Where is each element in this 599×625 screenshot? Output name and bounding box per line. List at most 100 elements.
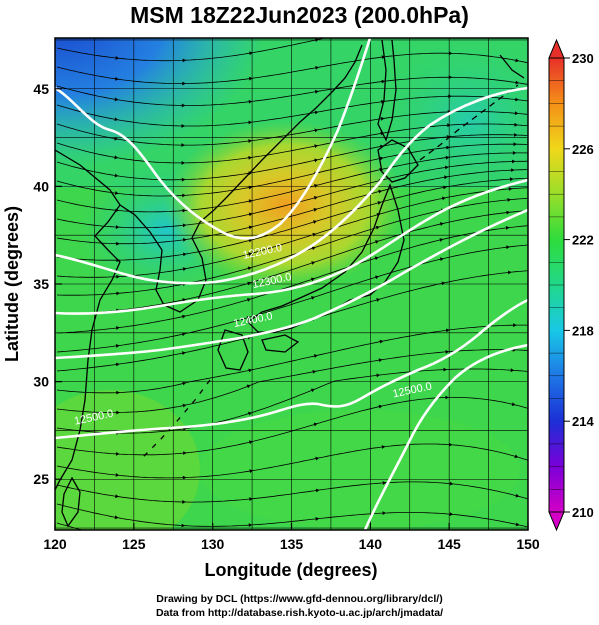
streamline-arrow xyxy=(182,475,187,480)
streamline-arrow xyxy=(116,274,120,279)
contour-line xyxy=(363,343,528,530)
streamline-arrow xyxy=(246,315,251,320)
streamline-arrow xyxy=(374,256,379,261)
streamline-arrow xyxy=(246,384,251,389)
streamline-arrow xyxy=(375,275,379,280)
x-tick-label: 150 xyxy=(516,536,540,552)
streamline-arrow xyxy=(315,456,320,461)
streamline-arrow xyxy=(247,281,252,286)
streamline-arrow xyxy=(449,512,454,517)
lat-lon-grid xyxy=(55,38,528,530)
streamline-arrow xyxy=(508,187,513,191)
colorbar-tick-label: 210 xyxy=(572,505,594,520)
y-tick-label: 25 xyxy=(33,471,49,487)
streamline-arrow xyxy=(182,500,186,504)
streamline-arrow xyxy=(446,145,450,150)
streamline xyxy=(56,52,528,84)
contour-line xyxy=(55,298,528,440)
streamline-arrow xyxy=(114,191,119,195)
streamline-arrow xyxy=(448,51,453,56)
streamline-arrow xyxy=(314,128,319,133)
streamline xyxy=(56,503,528,528)
streamline-arrow xyxy=(445,395,450,400)
colorbar-min-arrow xyxy=(548,511,565,532)
wind-streamlines xyxy=(56,20,528,546)
streamline-arrow xyxy=(315,542,319,546)
streamline-arrow xyxy=(114,155,119,160)
streamline-arrow xyxy=(114,173,119,178)
credit-data: Data from http://database.rish.kyoto-u.a… xyxy=(155,607,444,619)
streamline-arrow xyxy=(115,344,120,348)
streamline-arrow xyxy=(445,155,450,160)
colorbar-tick-label: 214 xyxy=(572,414,594,429)
streamline-arrow xyxy=(115,362,120,367)
streamline-arrow xyxy=(314,110,319,115)
streamline-arrow xyxy=(380,116,385,121)
streamline xyxy=(56,443,528,479)
streamline-arrow xyxy=(313,422,318,427)
streamline-arrow xyxy=(116,241,120,246)
streamline-arrow xyxy=(514,111,519,116)
streamline-arrow xyxy=(514,122,519,127)
streamline-arrow xyxy=(313,208,318,212)
streamline-arrow xyxy=(182,237,187,242)
streamline-arrow xyxy=(514,28,518,32)
streamline-arrow xyxy=(439,238,444,242)
streamline-arrow xyxy=(315,488,320,493)
streamline-arrow xyxy=(379,339,384,344)
streamline-arrow xyxy=(511,402,516,407)
credits: Drawing by DCL (https://www.gfd-dennou.o… xyxy=(0,592,599,620)
streamline xyxy=(56,244,528,353)
streamline-arrow xyxy=(182,58,187,63)
streamline-arrow xyxy=(511,168,515,173)
streamline xyxy=(56,111,528,146)
colorbar-tick-label: 230 xyxy=(572,51,594,66)
streamline-arrow xyxy=(248,199,253,204)
x-axis: 120 125 130 135 140 145 150 xyxy=(43,523,540,552)
streamline-arrow xyxy=(313,196,318,200)
streamline xyxy=(56,397,528,456)
streamline xyxy=(56,210,528,315)
streamline-arrow xyxy=(115,494,119,499)
streamline-arrow xyxy=(505,226,510,230)
streamline-arrow xyxy=(114,515,119,520)
contour-line xyxy=(55,38,372,240)
streamline-arrow xyxy=(448,75,453,80)
y-axis-label: Latitude (degrees) xyxy=(2,206,22,362)
streamline-arrow xyxy=(444,175,448,180)
streamline-arrow xyxy=(512,159,516,164)
streamline-arrow xyxy=(181,103,186,108)
streamline-arrow xyxy=(310,388,315,393)
streamline-arrow xyxy=(314,184,318,188)
streamline-arrow xyxy=(249,497,253,501)
y-tick-label: 45 xyxy=(33,81,49,97)
colorbar-max-arrow xyxy=(548,38,565,59)
streamline-arrow xyxy=(506,210,511,215)
streamline-arrow xyxy=(381,25,385,29)
credit-drawing: Drawing by DCL (https://www.gfd-dennou.o… xyxy=(156,593,443,605)
streamline-arrow xyxy=(116,291,120,296)
streamline-arrow xyxy=(248,155,253,160)
streamline-arrow xyxy=(444,165,449,170)
streamline-arrow xyxy=(448,20,452,24)
streamline-arrow xyxy=(441,196,446,201)
x-tick-label: 145 xyxy=(437,536,461,552)
y-tick-label: 35 xyxy=(33,276,49,292)
streamline-arrow xyxy=(313,354,318,358)
y-tick-label: 40 xyxy=(33,178,49,194)
colorbar: 210 214 218 222 226 230 xyxy=(548,38,594,532)
streamline-arrow xyxy=(315,65,319,70)
streamline-arrow xyxy=(378,404,383,409)
colorbar-tick-label: 218 xyxy=(572,323,594,338)
streamline-arrow xyxy=(314,158,319,163)
streamline-arrow xyxy=(446,328,450,333)
streamline xyxy=(56,481,528,503)
streamline-arrow xyxy=(507,197,512,202)
streamline-arrow xyxy=(248,139,252,143)
height-contours xyxy=(55,38,528,530)
contour-line xyxy=(55,178,528,315)
colorbar-tick-label: 222 xyxy=(572,233,594,248)
streamline-arrow xyxy=(382,481,387,485)
streamline xyxy=(56,177,528,261)
